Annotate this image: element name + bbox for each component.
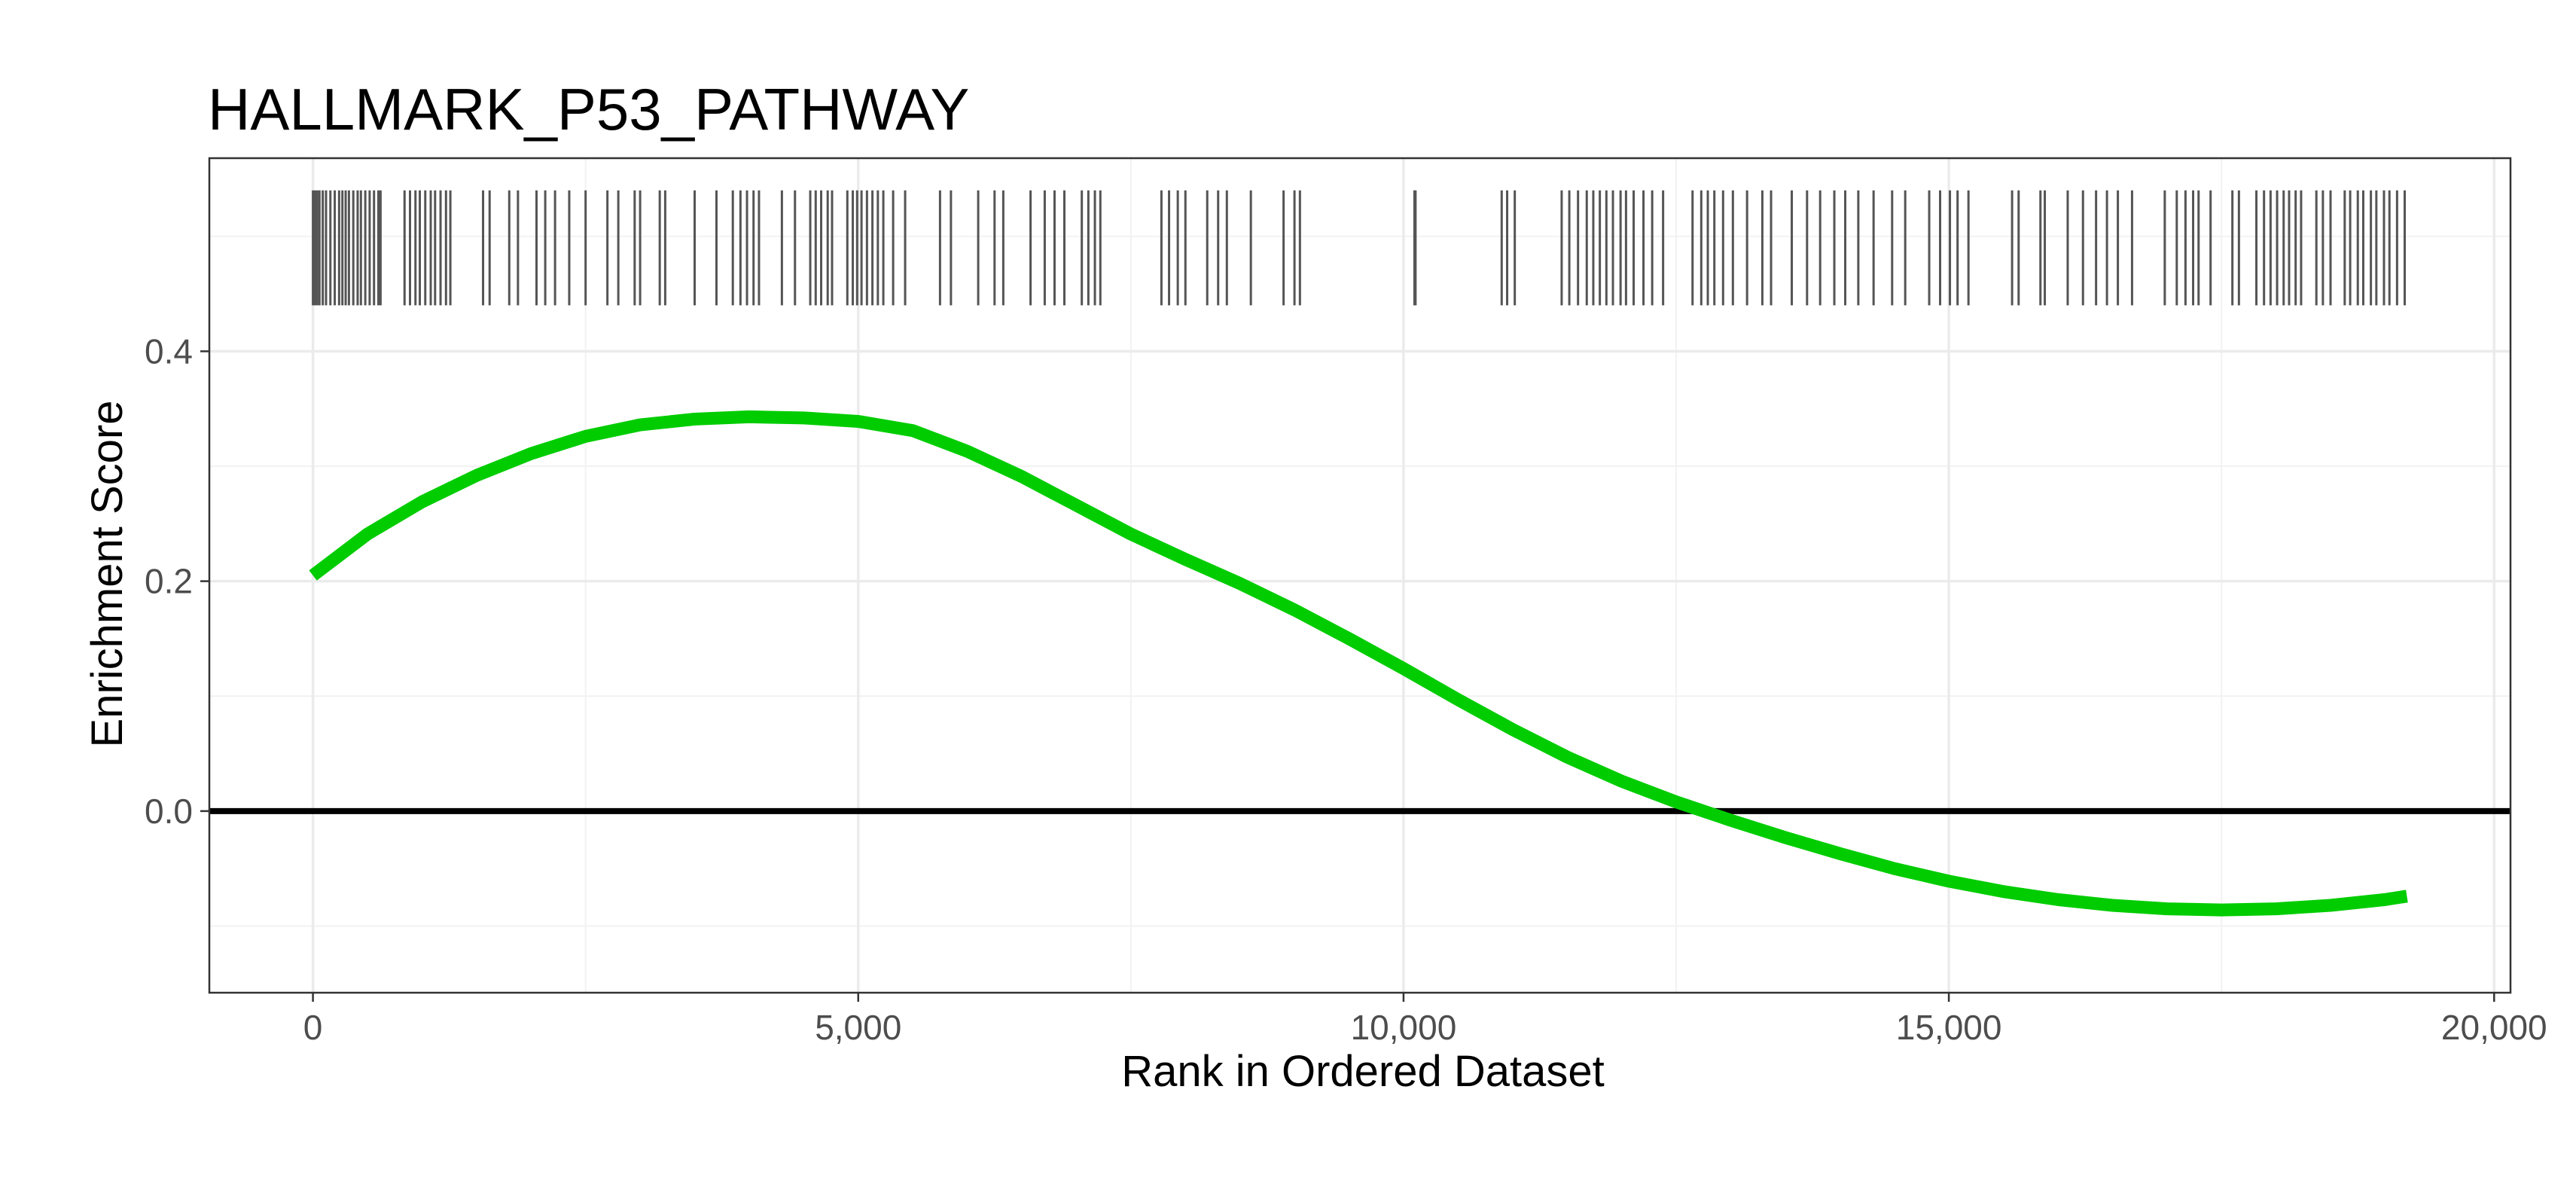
y-axis: 0.0 0.2 0.4 [145, 331, 209, 831]
x-tick-label: 20,000 [2441, 1008, 2547, 1047]
chart-title: HALLMARK_P53_PATHWAY [208, 76, 969, 142]
x-axis: 0 5,000 10,000 15,000 20,000 [303, 993, 2547, 1047]
x-tick-label: 10,000 [1351, 1008, 1457, 1047]
gene-hit-rug [312, 190, 2407, 306]
enrichment-score-line [309, 410, 2408, 917]
y-tick-label: 0.2 [145, 562, 193, 601]
x-tick-label: 15,000 [1896, 1008, 2002, 1047]
panel-border [208, 157, 2512, 994]
x-axis-label: Rank in Ordered Dataset [1121, 1047, 1605, 1096]
y-tick-label: 0.0 [145, 792, 193, 831]
x-tick-label: 5,000 [815, 1008, 901, 1047]
y-tick-label: 0.4 [145, 331, 193, 371]
y-axis-label: Enrichment Score [83, 401, 132, 748]
x-tick-label: 0 [303, 1008, 323, 1047]
series-group [309, 410, 2408, 917]
